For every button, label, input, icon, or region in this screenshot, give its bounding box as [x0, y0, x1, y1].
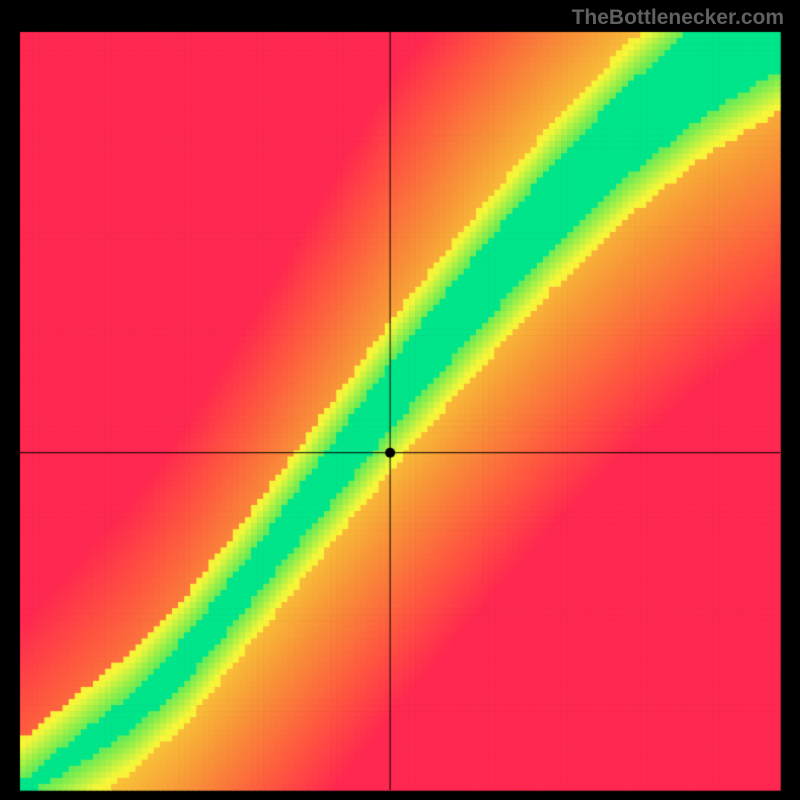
watermark-text: TheBottlenecker.com [572, 6, 784, 30]
heatmap-canvas [0, 0, 800, 800]
chart-container: TheBottlenecker.com [0, 0, 800, 800]
